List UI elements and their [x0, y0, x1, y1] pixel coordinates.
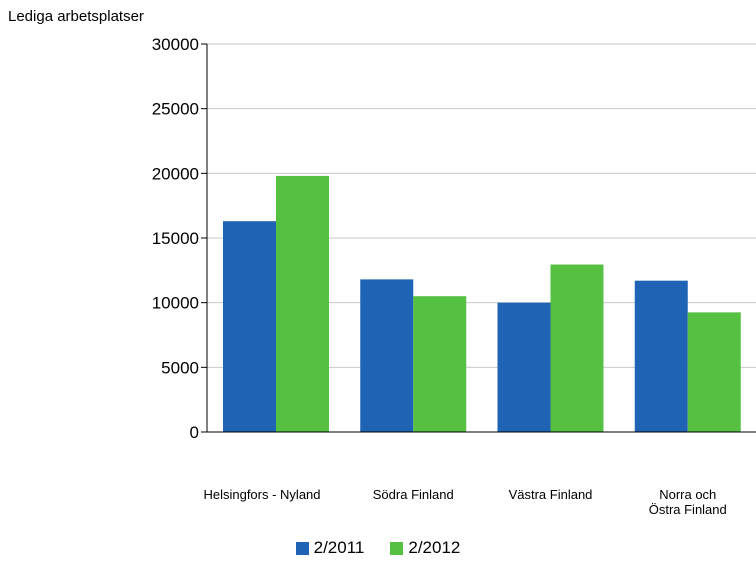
- bar-1-0: [276, 175, 329, 433]
- legend: 2/2011 2/2012: [0, 538, 756, 558]
- legend-item-series-1: 2/2012: [390, 538, 460, 558]
- category-label-3-0: Norra och: [659, 487, 716, 502]
- bar-1-3: [687, 312, 741, 432]
- bar-0-3: [634, 280, 688, 432]
- y-axis-label: Lediga arbetsplatser: [8, 8, 144, 25]
- bar-0-0: [223, 221, 276, 432]
- y-tick-label-6: 30000: [152, 35, 199, 54]
- y-tick-label-4: 20000: [152, 164, 199, 183]
- y-tick-label-1: 5000: [161, 358, 199, 377]
- category-label-3-1: Östra Finland: [649, 502, 727, 517]
- bar-1-2: [550, 264, 604, 432]
- legend-swatch-series-0: [295, 541, 309, 555]
- y-tick-label-0: 0: [190, 423, 199, 442]
- category-label-1: Södra Finland: [373, 487, 454, 502]
- bar-1-1: [413, 296, 467, 432]
- category-label-2: Västra Finland: [509, 487, 593, 502]
- bar-0-1: [360, 279, 414, 432]
- y-tick-label-3: 15000: [152, 229, 199, 248]
- y-tick-label-2: 10000: [152, 294, 199, 313]
- legend-label-series-0: 2/2011: [313, 538, 365, 557]
- legend-swatch-series-1: [390, 541, 404, 555]
- legend-item-series-0: 2/2011: [295, 538, 365, 558]
- bar-chart: 0 5000 10000 15000 20000 25000 30000 Helsingfor…: [152, 35, 756, 517]
- category-label-0: Helsingfors - Nyland: [203, 487, 320, 502]
- y-tick-label-5: 25000: [152, 100, 199, 119]
- bar-0-2: [497, 302, 551, 432]
- legend-label-series-1: 2/2012: [408, 538, 461, 557]
